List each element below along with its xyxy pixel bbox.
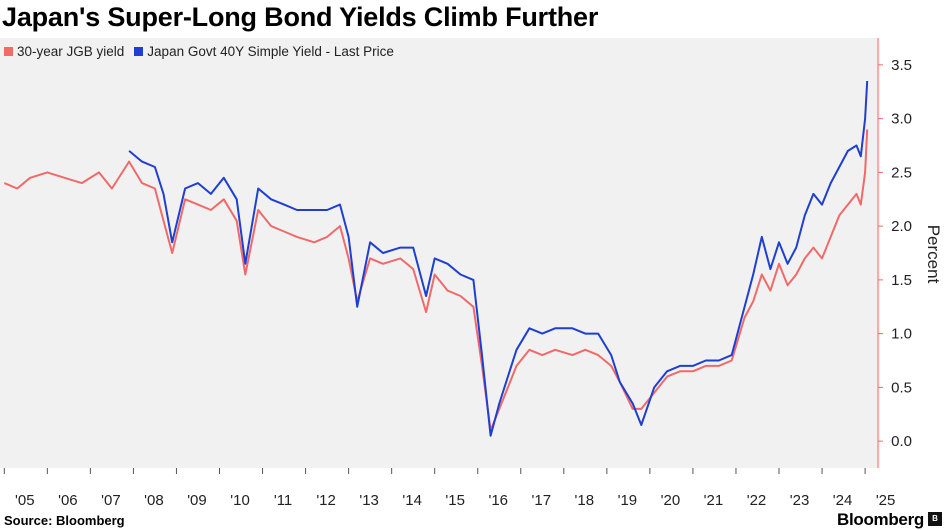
legend-swatch-30y (4, 47, 13, 56)
chart-legend: 30-year JGB yield Japan Govt 40Y Simple … (4, 44, 394, 59)
x-tick-label-11: '16 (488, 492, 508, 509)
x-tick-label-6: '11 (274, 492, 292, 509)
x-tick-label-14: '19 (618, 492, 638, 509)
legend-swatch-40y (134, 47, 144, 56)
x-tick-label-20: '25 (876, 492, 896, 509)
axes-group: 0.0 0.5 1.0 1.5 2.0 2.5 3.0 3.5 '05 '06 '07 '08 '09 '… (3, 38, 912, 509)
x-tick-label-0: '05 (15, 492, 35, 509)
y-tick-label-2: 1.0 (891, 326, 912, 343)
x-tick-label-16: '21 (704, 492, 724, 509)
y-tick-label-0: 0.0 (891, 433, 912, 450)
x-tick-label-1: '06 (58, 492, 78, 509)
series-line-0 (3, 129, 869, 432)
legend-label-40y: Japan Govt 40Y Simple Yield - Last Price (147, 44, 394, 59)
x-tick-label-13: '18 (575, 492, 595, 509)
brand-logo: Bloomberg (836, 510, 924, 529)
x-tick-label-8: '13 (359, 492, 379, 509)
x-tick-label-10: '15 (445, 492, 465, 509)
x-tick-label-12: '17 (532, 492, 552, 509)
y-axis-label: Percent (924, 225, 943, 284)
legend-item-30y: 30-year JGB yield (4, 44, 124, 59)
legend-item-40y: Japan Govt 40Y Simple Yield - Last Price (134, 44, 394, 59)
x-tick-label-3: '08 (144, 492, 164, 509)
y-tick-label-7: 3.5 (891, 57, 912, 74)
x-tick-label-5: '10 (230, 492, 250, 509)
y-tick-label-4: 2.0 (891, 218, 912, 235)
x-tick-label-2: '07 (101, 492, 121, 509)
x-tick-label-7: '12 (316, 492, 336, 509)
y-tick-label-5: 2.5 (891, 164, 912, 181)
plot-area (0, 38, 880, 468)
x-tick-label-15: '20 (661, 492, 681, 509)
x-tick-label-9: '14 (402, 492, 422, 509)
source-note: Source: Bloomberg (4, 513, 125, 528)
chart-title: Japan's Super-Long Bond Yields Climb Fur… (2, 2, 599, 32)
x-tick-label-19: '24 (833, 492, 853, 509)
x-tick-label-18: '23 (790, 492, 810, 509)
y-tick-label-3: 1.5 (891, 272, 912, 289)
series-line-1 (128, 80, 869, 437)
legend-label-30y: 30-year JGB yield (17, 44, 125, 59)
x-tick-label-17: '22 (747, 492, 767, 509)
x-tick-label-4: '09 (187, 492, 207, 509)
brand-mark-icon: B (928, 512, 942, 526)
series-lines (3, 80, 869, 437)
y-tick-label-6: 3.0 (891, 111, 912, 128)
y-tick-label-1: 0.5 (891, 379, 912, 396)
